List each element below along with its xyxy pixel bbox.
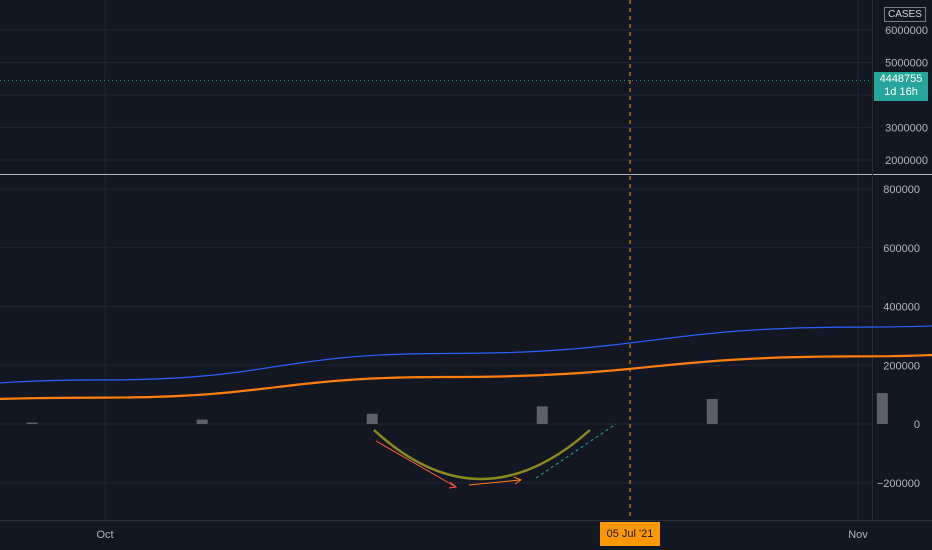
histogram-bar [536,406,548,424]
symbol-badge[interactable]: CASES [884,7,926,22]
price-axis-tick: 3000000 [885,123,928,135]
histogram-bar [26,422,38,424]
crosshair-date-label: 05 Jul '21 [600,522,660,546]
trend-arrow-flat [468,479,521,486]
price-axis-tick: 6000000 [885,25,928,37]
oscillator-axis-tick: 0 [914,419,920,431]
time-axis-tick: Oct [96,529,113,541]
arrow-head [448,481,458,489]
price-pane [0,79,872,81]
grid [0,0,932,521]
drawing-annotations [373,0,631,520]
projection-line [535,423,617,479]
histogram-bar [706,399,718,424]
arrow-head [513,476,523,485]
oscillator-axis-tick: 800000 [883,184,920,196]
oscillator-axis-tick: 400000 [883,302,920,314]
last-value-badge: 4448755 1d 16h [874,72,928,101]
bar-countdown-label: 1d 16h [884,86,918,98]
price-axis-tick: 2000000 [885,155,928,167]
histogram-bar [876,393,888,424]
histogram-bar [196,419,208,424]
trend-arrow-down [375,440,457,488]
time-axis-tick: Nov [848,529,868,541]
curve-drawing [373,429,591,481]
oscillator-pane [0,325,932,424]
fast-line [0,325,932,384]
oscillator-axis-tick: 600000 [883,243,920,255]
price-axis-tick: 5000000 [885,58,928,70]
histogram-bar [366,413,378,424]
oscillator-axis-tick: 200000 [883,360,920,372]
last-value-label: 4448755 [879,73,923,85]
oscillator-axis-tick: −200000 [877,478,920,490]
